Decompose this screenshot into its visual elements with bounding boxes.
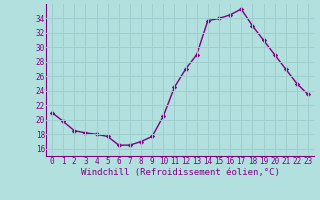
X-axis label: Windchill (Refroidissement éolien,°C): Windchill (Refroidissement éolien,°C) <box>81 168 279 177</box>
